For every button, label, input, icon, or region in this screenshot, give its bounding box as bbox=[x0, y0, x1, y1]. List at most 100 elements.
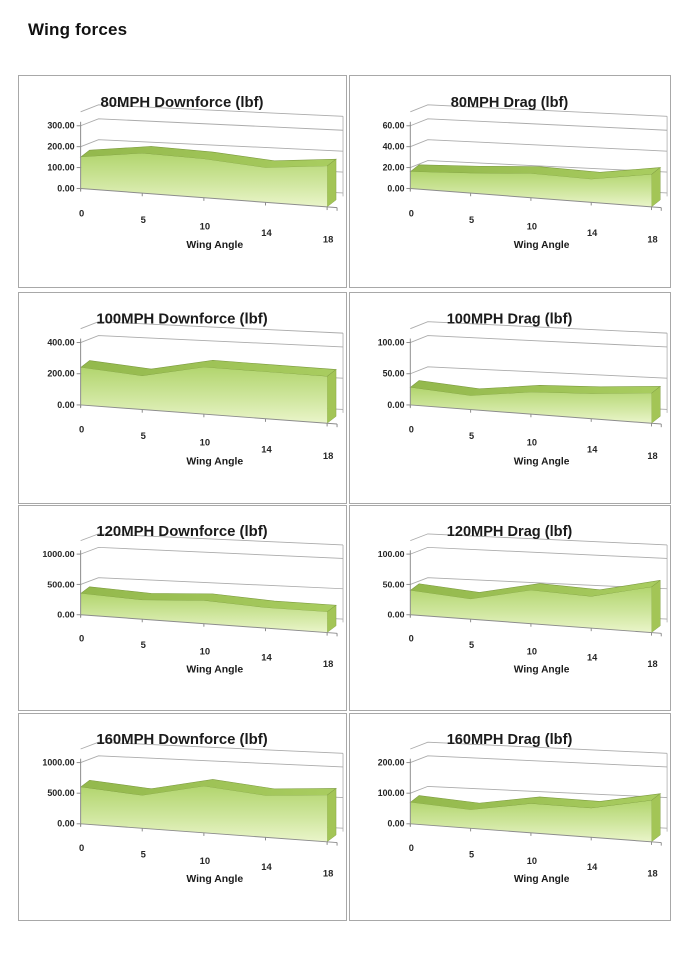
area-series bbox=[409, 579, 661, 633]
chart-title: 160MPH Downforce (lbf) bbox=[96, 732, 267, 748]
chart-title: 80MPH Downforce (lbf) bbox=[100, 95, 263, 111]
svg-text:5: 5 bbox=[141, 850, 146, 860]
svg-text:18: 18 bbox=[323, 450, 333, 461]
svg-text:14: 14 bbox=[261, 862, 272, 872]
axis-labels: 0.00 200.00 400.00 0 5 10 14 18 Wing Angle bbox=[47, 338, 333, 468]
svg-text:50.00: 50.00 bbox=[383, 579, 405, 589]
chart-canvas: 0.00 50.00 100.00 0 5 10 14 18 Wing Angle 120MPH … bbox=[378, 524, 668, 675]
chart-80mph-downforce: 0.00 100.00 200.00 300.00 0 5 10 14 18 Wing Angle… bbox=[18, 75, 347, 288]
chart-canvas: 0.00 100.00 200.00 0 5 10 14 18 Wing Angle 160MPH… bbox=[378, 732, 668, 886]
svg-text:18: 18 bbox=[647, 451, 657, 461]
svg-text:100.00: 100.00 bbox=[47, 163, 74, 173]
chart-title: 80MPH Drag (lbf) bbox=[451, 95, 569, 111]
axis-labels: 0.00 500.00 1000.00 0 5 10 14 18 Wing Angle bbox=[42, 549, 333, 675]
svg-text:1000.00: 1000.00 bbox=[42, 758, 74, 768]
x-axis-title: Wing Angle bbox=[186, 240, 243, 251]
chart-canvas: 0.00 100.00 200.00 300.00 0 5 10 14 18 Wing Angle… bbox=[47, 95, 344, 251]
chart-canvas: 0.00 50.00 100.00 0 5 10 14 18 Wing Angle 100MPH … bbox=[378, 312, 668, 467]
area-series bbox=[79, 779, 337, 843]
svg-text:20.00: 20.00 bbox=[383, 162, 405, 172]
svg-text:14: 14 bbox=[261, 443, 272, 454]
x-axis-title: Wing Angle bbox=[186, 665, 243, 676]
chart-100mph-drag: 0.00 50.00 100.00 0 5 10 14 18 Wing Angle 100MPH … bbox=[349, 292, 671, 504]
svg-text:10: 10 bbox=[200, 221, 210, 232]
chart-title: 120MPH Downforce (lbf) bbox=[96, 524, 267, 540]
svg-text:5: 5 bbox=[469, 431, 474, 441]
x-axis-title: Wing Angle bbox=[186, 874, 243, 885]
svg-text:500.00: 500.00 bbox=[47, 788, 74, 798]
svg-text:14: 14 bbox=[261, 653, 272, 663]
svg-text:0.00: 0.00 bbox=[387, 400, 404, 410]
svg-text:14: 14 bbox=[587, 862, 598, 872]
chart-120mph-downforce: 0.00 500.00 1000.00 0 5 10 14 18 Wing Angle 120MP… bbox=[18, 505, 347, 711]
area-series bbox=[409, 380, 662, 424]
svg-text:14: 14 bbox=[587, 228, 598, 238]
axis-labels: 0.00 50.00 100.00 0 5 10 14 18 Wing Angle bbox=[378, 337, 658, 467]
svg-text:18: 18 bbox=[647, 869, 657, 879]
svg-text:200.00: 200.00 bbox=[47, 142, 74, 152]
chart-120mph-drag: 0.00 50.00 100.00 0 5 10 14 18 Wing Angle 120MPH … bbox=[349, 505, 671, 711]
svg-text:18: 18 bbox=[647, 659, 657, 669]
axes bbox=[76, 758, 338, 846]
svg-text:50.00: 50.00 bbox=[383, 369, 405, 379]
axes bbox=[406, 758, 662, 846]
area-series bbox=[79, 146, 337, 208]
chart-160mph-downforce: 0.00 500.00 1000.00 0 5 10 14 18 Wing Angle 160MP… bbox=[18, 713, 347, 921]
axis-labels: 0.00 500.00 1000.00 0 5 10 14 18 Wing Angle bbox=[42, 758, 333, 885]
axis-labels: 0.00 100.00 200.00 0 5 10 14 18 Wing Angle bbox=[378, 758, 658, 886]
svg-text:60.00: 60.00 bbox=[383, 121, 405, 131]
chart-canvas: 0.00 500.00 1000.00 0 5 10 14 18 Wing Angle 120MP… bbox=[42, 524, 344, 675]
svg-text:10: 10 bbox=[527, 221, 537, 231]
svg-text:0.00: 0.00 bbox=[57, 183, 74, 193]
svg-text:10: 10 bbox=[527, 646, 537, 656]
svg-text:10: 10 bbox=[527, 438, 537, 448]
axes bbox=[76, 121, 338, 211]
svg-text:0: 0 bbox=[409, 843, 414, 853]
svg-text:10: 10 bbox=[200, 647, 210, 657]
svg-text:0.00: 0.00 bbox=[387, 610, 404, 620]
svg-text:0.00: 0.00 bbox=[57, 400, 74, 410]
area-series bbox=[409, 164, 662, 208]
svg-text:10: 10 bbox=[200, 437, 210, 448]
axes bbox=[406, 338, 662, 428]
chart-canvas: 0.00 200.00 400.00 0 5 10 14 18 Wing Angle 100MPH… bbox=[47, 312, 344, 468]
x-axis-title: Wing Angle bbox=[514, 665, 570, 676]
area-series bbox=[79, 586, 337, 633]
axis-labels: 0.00 50.00 100.00 0 5 10 14 18 Wing Angle bbox=[378, 549, 658, 675]
svg-text:100.00: 100.00 bbox=[378, 788, 405, 798]
svg-text:0.00: 0.00 bbox=[57, 610, 75, 620]
svg-text:0: 0 bbox=[409, 425, 414, 435]
svg-text:0.00: 0.00 bbox=[57, 819, 74, 829]
svg-text:100.00: 100.00 bbox=[378, 337, 405, 347]
svg-text:500.00: 500.00 bbox=[47, 579, 74, 589]
svg-text:100.00: 100.00 bbox=[378, 549, 405, 559]
axes bbox=[76, 338, 338, 428]
svg-text:5: 5 bbox=[469, 849, 474, 859]
area-series bbox=[409, 793, 662, 843]
svg-text:14: 14 bbox=[587, 444, 598, 454]
chart-100mph-downforce: 0.00 200.00 400.00 0 5 10 14 18 Wing Angle 100MPH… bbox=[18, 292, 347, 504]
svg-text:14: 14 bbox=[261, 228, 272, 239]
svg-text:18: 18 bbox=[647, 235, 657, 245]
x-axis-title: Wing Angle bbox=[514, 874, 570, 885]
axes bbox=[76, 550, 338, 637]
svg-text:0: 0 bbox=[79, 208, 84, 219]
svg-text:10: 10 bbox=[200, 856, 211, 866]
svg-text:400.00: 400.00 bbox=[47, 338, 74, 348]
chart-title: 100MPH Downforce (lbf) bbox=[96, 312, 267, 328]
x-axis-title: Wing Angle bbox=[514, 240, 570, 251]
svg-text:0: 0 bbox=[79, 424, 84, 435]
svg-text:200.00: 200.00 bbox=[378, 758, 405, 768]
axes bbox=[406, 550, 662, 637]
svg-text:1000.00: 1000.00 bbox=[42, 549, 74, 559]
chart-title: 160MPH Drag (lbf) bbox=[447, 732, 573, 748]
svg-text:5: 5 bbox=[469, 215, 474, 225]
chart-title: 120MPH Drag (lbf) bbox=[447, 524, 573, 540]
svg-text:0: 0 bbox=[79, 843, 84, 853]
svg-text:18: 18 bbox=[323, 659, 333, 669]
x-axis-title: Wing Angle bbox=[514, 456, 570, 467]
chart-80mph-drag: 0.00 20.00 40.00 60.00 0 5 10 14 18 Wing Angle 80M… bbox=[349, 75, 671, 288]
axes bbox=[406, 121, 662, 211]
svg-text:0: 0 bbox=[79, 634, 84, 644]
page-title: Wing forces bbox=[28, 20, 128, 39]
